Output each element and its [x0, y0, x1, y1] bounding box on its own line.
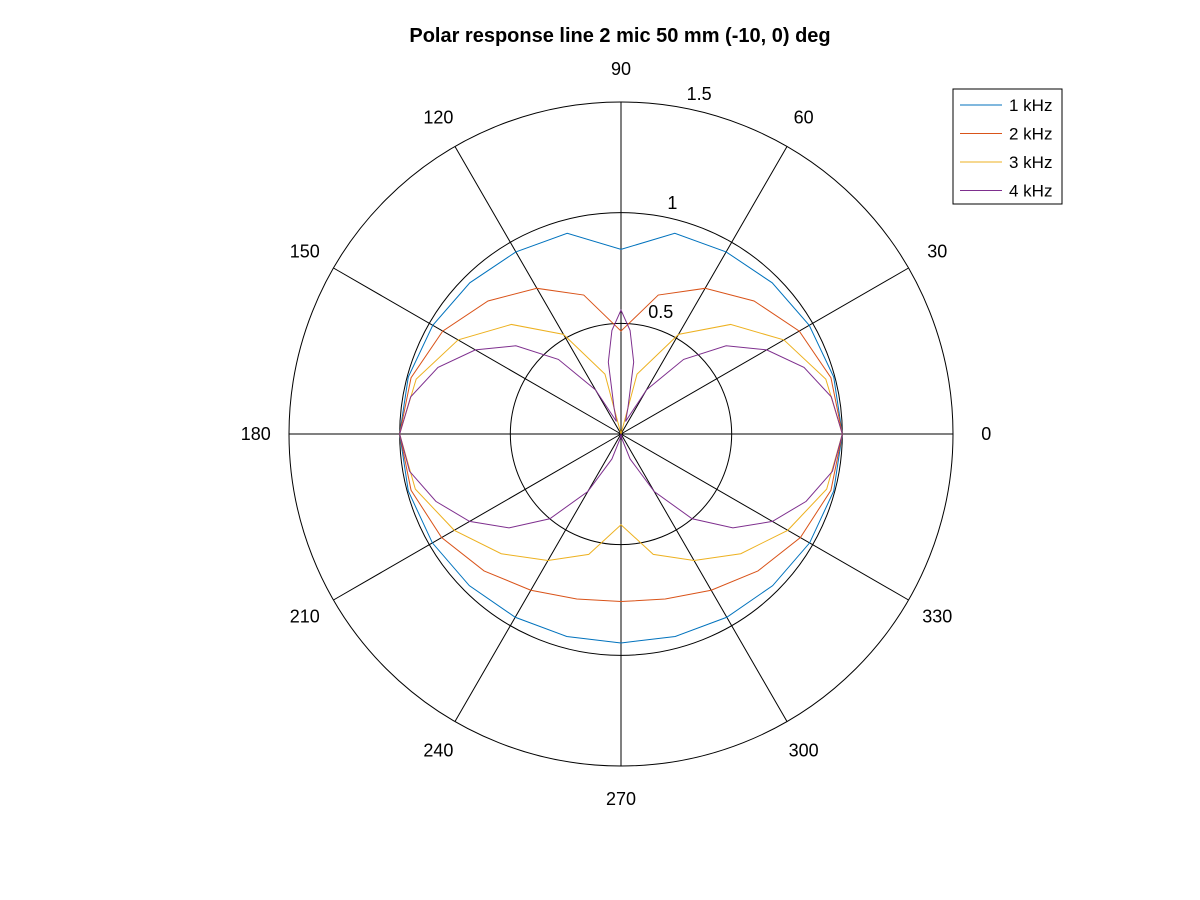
- legend-label: 1 kHz: [1009, 96, 1052, 115]
- spoke-120: [454, 146, 622, 435]
- spoke-30: [620, 267, 909, 435]
- legend: 1 kHz 2 kHz 3 kHz 4 kHz: [952, 88, 1063, 205]
- angle-tick-label: 150: [290, 241, 320, 261]
- angle-tick-label: 30: [927, 241, 947, 261]
- angle-tick-label: 60: [794, 108, 814, 128]
- radial-tick-label: 0.5: [648, 302, 673, 322]
- spoke-330: [620, 433, 909, 601]
- angle-tick-label: 180: [241, 424, 271, 444]
- legend-label: 4 kHz: [1009, 182, 1052, 201]
- spoke-60: [620, 146, 788, 435]
- angle-tick-label: 0: [981, 424, 991, 444]
- angle-tick-label: 330: [922, 607, 952, 627]
- spoke-150: [333, 267, 622, 435]
- angle-tick-label: 240: [423, 740, 453, 760]
- chart-title: Polar response line 2 mic 50 mm (-10, 0)…: [409, 25, 830, 47]
- legend-box: [952, 88, 1063, 205]
- angle-tick-labels: 0 30 60 90 120 150 180 210 240 270 300 330: [241, 59, 991, 809]
- angle-tick-label: 270: [606, 789, 636, 809]
- series-4-khz: [399, 308, 843, 529]
- angle-tick-label: 300: [789, 740, 819, 760]
- legend-label: 3 kHz: [1009, 153, 1052, 172]
- angle-tick-label: 210: [290, 607, 320, 627]
- radial-tick-label: 1.5: [687, 84, 712, 104]
- spoke-240: [454, 433, 622, 722]
- radial-tick-label: 1: [667, 193, 677, 213]
- spoke-300: [620, 433, 788, 722]
- angle-tick-label: 120: [423, 108, 453, 128]
- angle-tick-label: 90: [611, 59, 631, 79]
- grid-circle-1_5: [288, 101, 954, 767]
- radial-tick-labels: 0.5 1 1.5: [648, 84, 711, 322]
- legend-label: 2 kHz: [1009, 125, 1052, 144]
- plot-series: [399, 232, 843, 644]
- spoke-210: [333, 433, 622, 601]
- grid-circle-0_5: [509, 322, 733, 546]
